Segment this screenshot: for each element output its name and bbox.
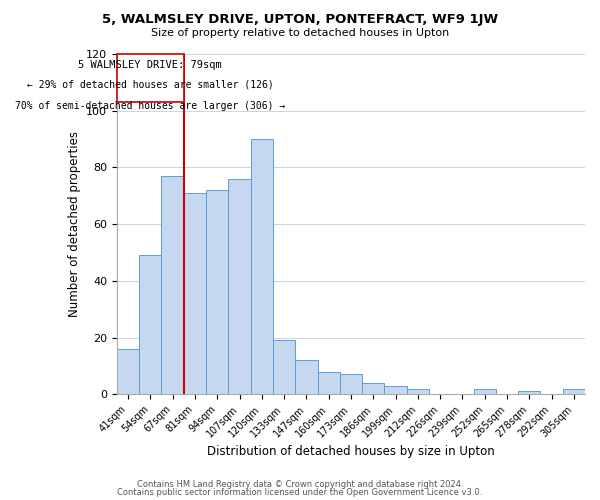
Text: 70% of semi-detached houses are larger (306) →: 70% of semi-detached houses are larger (… xyxy=(15,101,286,111)
Bar xyxy=(117,349,139,394)
Bar xyxy=(317,372,340,394)
Text: ← 29% of detached houses are smaller (126): ← 29% of detached houses are smaller (12… xyxy=(27,80,274,90)
Bar xyxy=(251,139,273,394)
Bar xyxy=(184,193,206,394)
Bar xyxy=(273,340,295,394)
Bar xyxy=(117,54,184,102)
Text: Contains HM Land Registry data © Crown copyright and database right 2024.: Contains HM Land Registry data © Crown c… xyxy=(137,480,463,489)
Bar xyxy=(362,383,385,394)
Y-axis label: Number of detached properties: Number of detached properties xyxy=(68,131,80,317)
X-axis label: Distribution of detached houses by size in Upton: Distribution of detached houses by size … xyxy=(207,444,495,458)
Bar xyxy=(161,176,184,394)
Bar xyxy=(295,360,317,394)
Bar xyxy=(229,178,251,394)
Bar xyxy=(473,388,496,394)
Text: 5 WALMSLEY DRIVE: 79sqm: 5 WALMSLEY DRIVE: 79sqm xyxy=(79,60,222,70)
Text: 5, WALMSLEY DRIVE, UPTON, PONTEFRACT, WF9 1JW: 5, WALMSLEY DRIVE, UPTON, PONTEFRACT, WF… xyxy=(102,12,498,26)
Text: Contains public sector information licensed under the Open Government Licence v3: Contains public sector information licen… xyxy=(118,488,482,497)
Text: Size of property relative to detached houses in Upton: Size of property relative to detached ho… xyxy=(151,28,449,38)
Bar xyxy=(206,190,229,394)
Bar xyxy=(385,386,407,394)
Bar xyxy=(340,374,362,394)
Bar xyxy=(563,388,585,394)
Bar xyxy=(518,392,541,394)
Bar xyxy=(407,388,429,394)
Bar xyxy=(139,256,161,394)
